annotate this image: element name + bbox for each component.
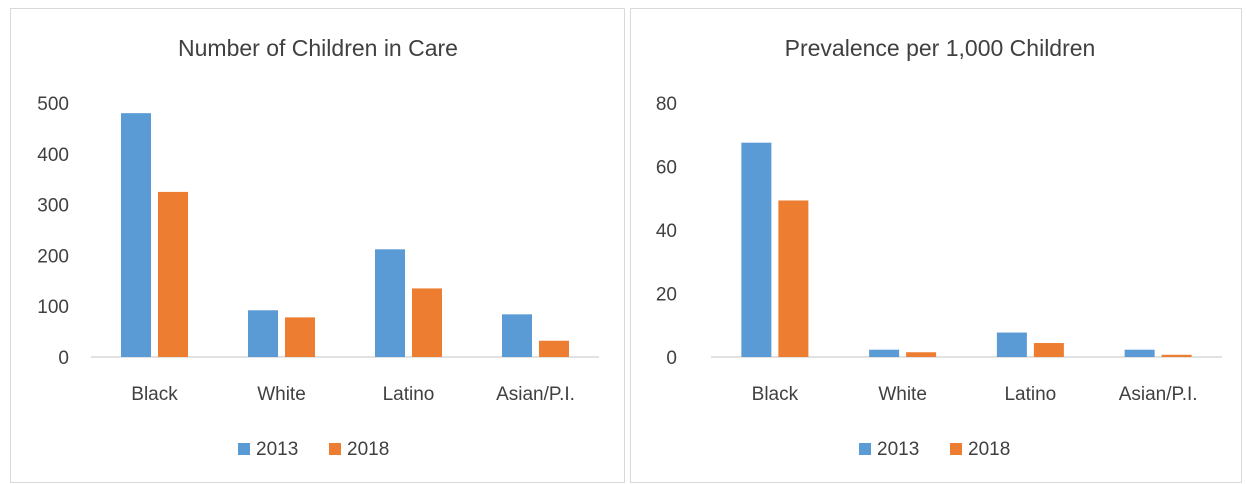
chart-title: Number of Children in Care xyxy=(178,35,458,61)
chart-title: Prevalence per 1,000 Children xyxy=(785,35,1096,61)
bar-2013-latino xyxy=(996,332,1027,357)
y-tick-label: 400 xyxy=(37,145,69,166)
bar-chart-prevalence: Prevalence per 1,000 Children 0 20 40 60 80 B… xyxy=(656,35,1222,460)
bar-2018-asian-p-i- xyxy=(1161,354,1192,357)
chart-panel-prevalence: Prevalence per 1,000 Children 0 20 40 60 80 B… xyxy=(630,8,1242,483)
x-category-label: Asian/P.I. xyxy=(1119,384,1198,405)
y-tick-label: 40 xyxy=(656,221,677,242)
x-category-label: Latino xyxy=(1004,384,1056,405)
y-tick-label: 300 xyxy=(37,196,69,217)
bar-2018-latino xyxy=(412,288,442,357)
y-tick-label: 60 xyxy=(656,158,677,179)
bar-2018-white xyxy=(906,352,937,357)
legend-label-2018: 2018 xyxy=(347,439,389,460)
bar-2013-latino xyxy=(375,249,405,357)
x-category-label: Black xyxy=(131,384,178,405)
chart-panel-children-in-care: Number of Children in Care 0 100 200 300 400… xyxy=(10,8,625,483)
bar-2013-white xyxy=(248,310,278,357)
y-tick-label: 80 xyxy=(656,94,677,115)
bar-2013-asian-p-i- xyxy=(502,314,532,357)
chart-legend: 2013 2018 xyxy=(859,439,1010,460)
bar-2018-black xyxy=(158,191,188,357)
legend-swatch-2013 xyxy=(859,443,871,455)
legend-swatch-2018 xyxy=(950,443,962,455)
bar-2018-asian-p-i- xyxy=(539,340,569,357)
x-category-label: Latino xyxy=(383,384,435,405)
bar-2018-latino xyxy=(1033,343,1064,357)
x-category-label: White xyxy=(878,384,927,405)
x-category-label: White xyxy=(257,384,306,405)
x-category-label: Asian/P.I. xyxy=(496,384,575,405)
y-tick-label: 0 xyxy=(666,348,677,369)
chart-marks: 0 20 40 60 80 Black White Latino Asian/P.I. xyxy=(656,94,1222,405)
y-tick-label: 0 xyxy=(58,348,69,369)
bar-2013-black xyxy=(741,142,772,357)
y-tick-label: 100 xyxy=(37,297,69,318)
y-tick-label: 20 xyxy=(656,285,677,306)
x-category-label: Black xyxy=(752,384,799,405)
bar-2018-black xyxy=(778,200,809,357)
legend-swatch-2018 xyxy=(329,443,341,455)
legend-label-2013: 2013 xyxy=(256,439,298,460)
bar-2013-white xyxy=(869,349,900,357)
legend-label-2018: 2018 xyxy=(968,439,1010,460)
y-tick-label: 500 xyxy=(37,94,69,115)
bar-2013-black xyxy=(121,113,151,357)
legend-swatch-2013 xyxy=(238,443,250,455)
legend-label-2013: 2013 xyxy=(877,439,919,460)
bar-chart-children-in-care: Number of Children in Care 0 100 200 300 400… xyxy=(37,35,599,460)
chart-legend: 2013 2018 xyxy=(238,439,389,460)
bar-2013-asian-p-i- xyxy=(1124,349,1155,357)
chart-marks: 0 100 200 300 400 500 Black White Latino Asian/P.… xyxy=(37,94,599,405)
y-tick-label: 200 xyxy=(37,246,69,267)
bar-2018-white xyxy=(285,317,315,357)
